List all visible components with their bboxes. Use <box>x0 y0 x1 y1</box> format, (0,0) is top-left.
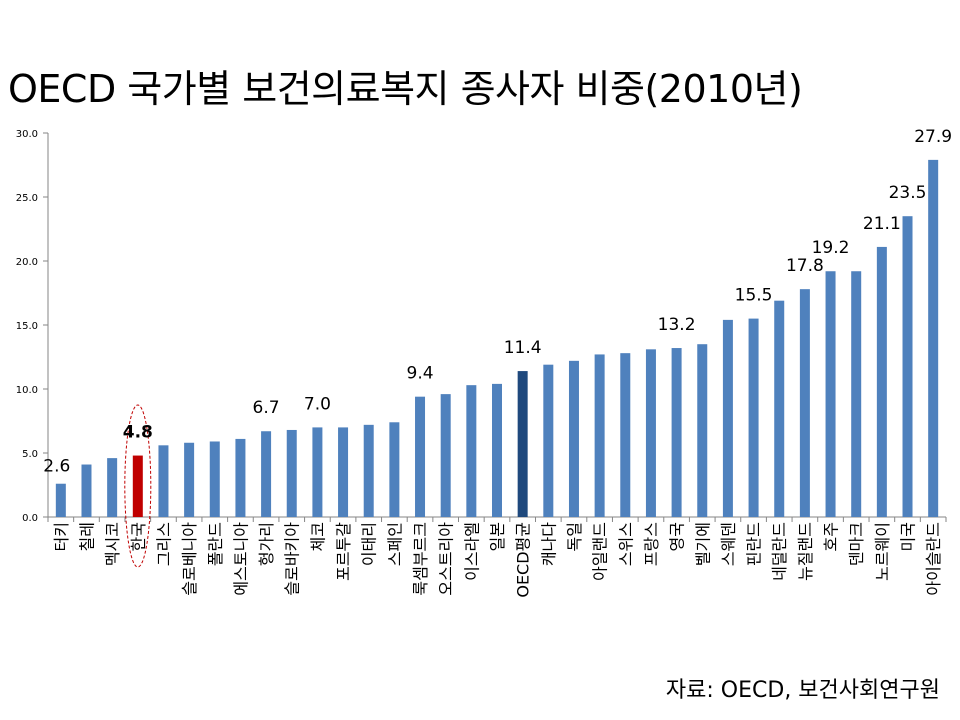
bar <box>620 353 631 517</box>
x-tick-label: 터키 <box>52 522 71 551</box>
x-tick-label: 핀란드 <box>745 522 764 566</box>
x-tick-label: 룩셈부르크 <box>411 522 430 596</box>
bar <box>466 385 477 517</box>
bar <box>876 246 887 518</box>
data-label: 9.4 <box>407 364 434 384</box>
bar <box>132 455 143 517</box>
y-tick-label: 25.0 <box>16 193 38 204</box>
data-label: 17.8 <box>786 256 824 276</box>
x-tick-label: 네덜란드 <box>770 522 789 581</box>
bar <box>902 216 913 517</box>
bar <box>543 364 554 517</box>
chart-data-labels: 2.6 4.8 6.7 7.0 9.4 11.4 13.2 15.5 17.819.2 21.1 2… <box>43 127 952 477</box>
y-tick-label: 5.0 <box>22 449 38 460</box>
x-tick-label: 한국 <box>129 522 148 551</box>
x-tick-label: 스페인 <box>385 522 404 566</box>
bar <box>928 159 939 517</box>
bar <box>825 271 836 517</box>
bar <box>440 394 451 517</box>
highlight-ring <box>124 404 152 568</box>
bar <box>722 319 733 517</box>
bar <box>158 445 169 517</box>
data-label: 21.1 <box>863 214 901 234</box>
x-tick-label: 그리스 <box>154 522 173 566</box>
x-tick-label: 오스트리아 <box>437 522 456 596</box>
data-label: 7.0 <box>304 394 331 414</box>
data-label: 13.2 <box>658 315 696 335</box>
bar <box>645 349 656 517</box>
data-label: 23.5 <box>889 183 927 203</box>
x-tick-label: 독일 <box>565 522 584 551</box>
bar <box>492 383 502 517</box>
chart-bars <box>55 159 939 568</box>
x-tick-label: OECD평균 <box>514 522 533 598</box>
x-tick-label: 칠레 <box>77 522 96 551</box>
x-tick-label: 덴마크 <box>847 522 866 566</box>
x-tick-label: 일본 <box>488 522 507 551</box>
source-note: 자료: OECD, 보건사회연구원 <box>665 678 940 703</box>
bar <box>107 458 118 517</box>
bar <box>184 442 195 517</box>
bar <box>748 318 759 517</box>
data-label: 19.2 <box>812 238 850 258</box>
x-tick-label: 아일랜드 <box>591 522 610 581</box>
y-tick-label: 20.0 <box>16 257 38 268</box>
bar <box>286 429 297 517</box>
bar <box>235 438 246 517</box>
bar <box>594 354 605 517</box>
x-tick-label: 벨기에 <box>693 522 712 566</box>
bar <box>697 344 708 517</box>
x-tick-label: 아이슬란드 <box>924 522 943 596</box>
bar <box>312 427 323 517</box>
y-tick-label: 10.0 <box>16 385 38 396</box>
x-tick-label: 이태리 <box>360 522 379 566</box>
x-tick-label: 스웨덴 <box>719 522 738 566</box>
bar <box>81 464 92 517</box>
x-tick-label: 포르투갈 <box>334 522 353 581</box>
bar <box>55 483 66 517</box>
bar <box>517 371 528 517</box>
bar <box>415 396 426 517</box>
x-tick-label: 캐나다 <box>539 522 558 566</box>
data-label: 6.7 <box>253 398 280 418</box>
x-tick-label: 이스라엘 <box>462 522 481 581</box>
y-tick-label: 15.0 <box>16 321 38 332</box>
bar <box>851 271 862 517</box>
x-tick-label: 프랑스 <box>642 522 661 566</box>
data-label: 15.5 <box>735 286 773 306</box>
x-tick-label: 호주 <box>822 522 841 551</box>
bar <box>338 427 349 517</box>
x-tick-label: 스위스 <box>616 522 635 566</box>
bar <box>261 431 272 517</box>
x-tick-label: 노르웨이 <box>873 522 892 581</box>
bar <box>774 300 785 517</box>
x-tick-label: 슬로베니아 <box>180 522 199 596</box>
y-tick-label: 30.0 <box>16 129 38 140</box>
bar <box>568 360 579 517</box>
x-tick-label: 폴란드 <box>206 522 225 566</box>
data-label: 4.8 <box>123 423 153 443</box>
y-tick-label: 0.0 <box>22 513 38 524</box>
x-tick-label: 뉴질랜드 <box>796 522 815 581</box>
bar <box>389 422 400 517</box>
x-tick-label: 체코 <box>308 522 327 551</box>
x-tick-label: 헝가리 <box>257 522 276 566</box>
x-tick-label: 슬로바키아 <box>283 522 302 596</box>
x-tick-label: 미국 <box>899 522 918 551</box>
bar <box>799 289 810 517</box>
x-tick-label: 영국 <box>668 522 687 551</box>
page-title: OECD 국가별 보건의료복지 종사자 비중(2010년) <box>8 67 803 111</box>
bar <box>363 424 374 517</box>
data-label: 11.4 <box>504 338 542 358</box>
bar <box>209 441 220 517</box>
x-tick-label: 에스토니아 <box>231 522 250 596</box>
data-label: 2.6 <box>43 457 70 477</box>
bar <box>671 348 682 517</box>
chart-category-labels: 터키 칠레 멕시코 한국 그리스 슬로베니아 폴란드 에스토니아 헝가리 슬로바키아 체코 포르투갈 이… <box>52 522 943 598</box>
data-label: 27.9 <box>914 127 952 147</box>
x-tick-label: 멕시코 <box>103 522 122 566</box>
